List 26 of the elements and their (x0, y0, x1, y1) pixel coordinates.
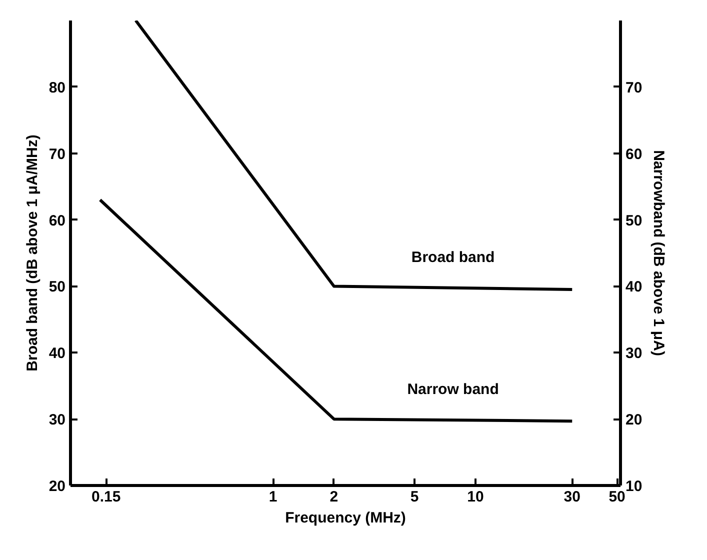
series-label: Broad band (411, 248, 495, 266)
y-axis-title: Broad band (dB above 1 μA/MHz) (24, 134, 41, 372)
x-tick-label: 50 (608, 488, 626, 506)
x-tick-label: 10 (467, 488, 484, 506)
y2-tick-label: 10 (626, 478, 642, 495)
y-tick-label: 60 (48, 212, 66, 230)
x-tick-label: 0.15 (92, 488, 121, 506)
series-label: Narrow band (407, 381, 499, 398)
x-axis-title: Frequency (MHz) (285, 510, 406, 526)
y2-tick-label: 40 (626, 278, 642, 296)
x-tick-label: 30 (564, 488, 580, 506)
y2-axis-title: Narrowband (dB above 1 μA) (650, 150, 668, 356)
y-tick-label: 50 (48, 278, 66, 296)
y-tick-label: 20 (48, 478, 66, 495)
y2-tick-label: 50 (626, 212, 642, 230)
y2-tick-label: 60 (626, 146, 642, 163)
y2-tick-label: 20 (626, 412, 642, 429)
y-tick-label: 30 (48, 412, 66, 429)
y-tick-label: 40 (48, 345, 66, 362)
x-tick-label: 5 (410, 488, 419, 506)
x-tick-label: 2 (330, 488, 338, 506)
y2-tick-label: 30 (626, 345, 642, 362)
y2-tick-label: 70 (626, 79, 642, 96)
y-tick-label: 70 (48, 146, 66, 163)
x-tick-label: 1 (268, 488, 278, 506)
y-tick-label: 80 (48, 79, 66, 96)
